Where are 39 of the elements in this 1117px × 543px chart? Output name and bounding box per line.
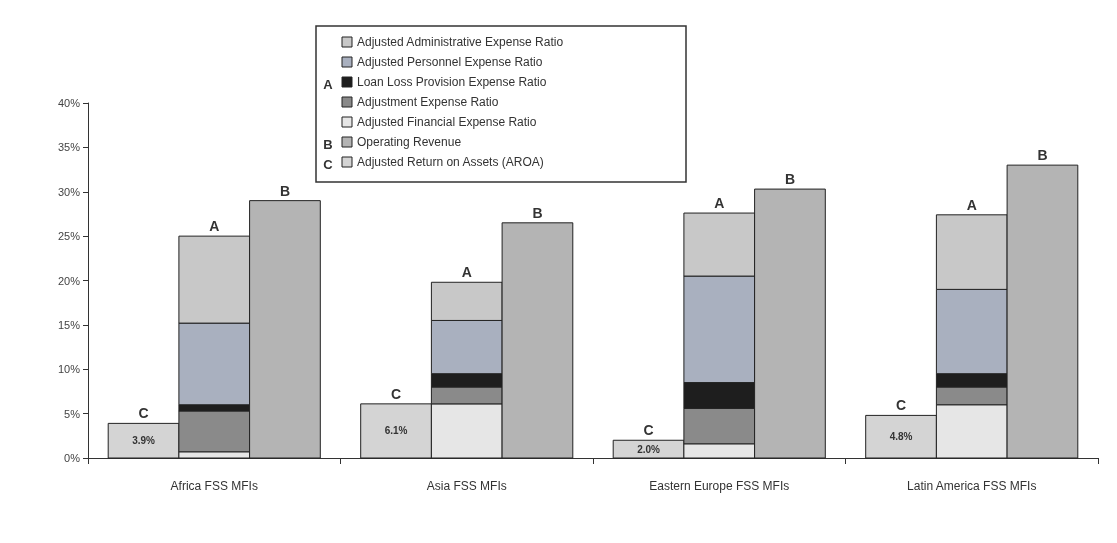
annotation: C: [643, 422, 654, 439]
y-tick-label: 25%: [57, 230, 81, 243]
text: A: [323, 76, 333, 92]
annotation: C: [895, 397, 907, 414]
y-tick-label: 20%: [57, 274, 81, 287]
x-tick-label: Asia FSS MFIs: [426, 479, 507, 493]
text: B: [323, 136, 333, 152]
annotation: B: [279, 182, 291, 199]
annotation: C: [138, 405, 149, 422]
x-tick-label: Latin America FSS MFIs: [907, 479, 1037, 493]
annotation: B: [1037, 147, 1048, 164]
annotation: C: [390, 385, 402, 402]
data-label: 4.8%: [889, 431, 913, 443]
legend-label: Adjustment Expense Ratio: [357, 95, 499, 109]
x-tick-label: Africa FSS MFIs: [170, 479, 258, 493]
annotation: A: [966, 196, 977, 213]
x-tick-label: Eastern Europe FSS MFIs: [649, 479, 790, 493]
y-tick-label: 40%: [57, 97, 81, 109]
legend-label: Loan Loss Provision Expense Ratio: [357, 75, 547, 89]
data-label: 3.9%: [132, 435, 156, 447]
y-tick-label: 10%: [57, 363, 81, 376]
legend-label: Adjusted Return on Assets (AROA): [357, 155, 544, 169]
legend-label: Adjusted Financial Expense Ratio: [357, 115, 537, 129]
y-tick-label: 30%: [57, 185, 81, 198]
data-label: 2.0%: [637, 443, 661, 455]
annotation: B: [532, 204, 543, 221]
y-tick-label: 0%: [64, 452, 81, 464]
y-tick-label: 15%: [57, 318, 81, 331]
annotation: A: [714, 195, 725, 212]
text: C: [323, 156, 333, 172]
annotation: A: [461, 264, 472, 281]
y-tick-label: 35%: [57, 141, 81, 154]
annotation: B: [784, 171, 796, 188]
data-label: 6.1%: [384, 425, 408, 437]
legend-label: Operating Revenue: [357, 135, 462, 149]
legend-label: Adjusted Administrative Expense Ratio: [357, 35, 564, 49]
annotation: A: [209, 218, 220, 235]
y-tick-label: 5%: [64, 407, 81, 420]
legend-label: Adjusted Personnel Expense Ratio: [357, 55, 543, 69]
